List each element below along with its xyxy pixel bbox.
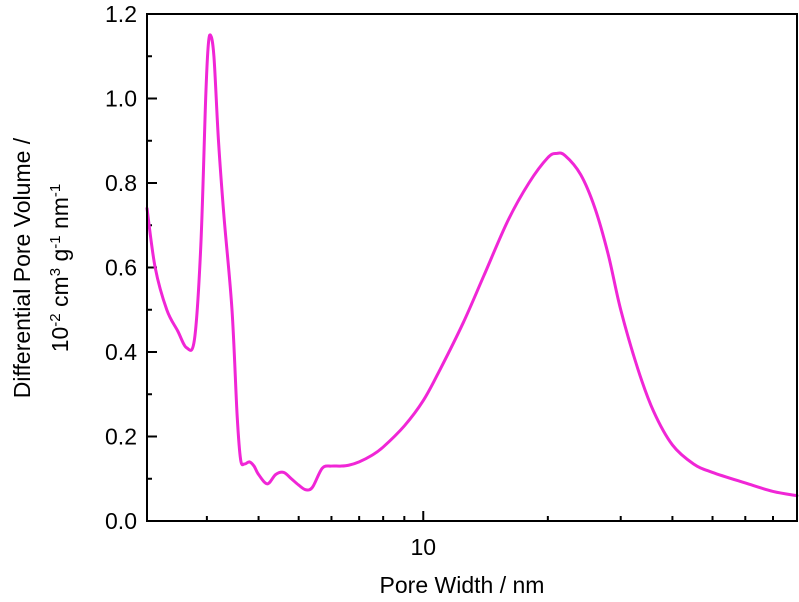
y-tick-label: 0.8 — [105, 170, 137, 196]
y-tick-label: 0.4 — [105, 339, 137, 365]
x-axis-title: Pore Width / nm — [380, 572, 545, 598]
x-tick-label: 10 — [410, 534, 436, 560]
plot-frame — [146, 13, 798, 522]
y-axis-title-superscript: -1 — [47, 184, 64, 197]
y-axis-title-superscript: 3 — [47, 268, 64, 276]
y-axis-title-superscript: -2 — [47, 313, 64, 326]
series-line-differential-pore-volume — [145, 33, 799, 498]
y-axis-title-text: cm — [47, 276, 73, 313]
y-tick-label: 0.2 — [105, 424, 137, 450]
y-axis-title-superscript: -1 — [47, 235, 64, 248]
y-tick-label: 0.6 — [105, 255, 137, 281]
y-axis-title-text: 10 — [47, 327, 73, 353]
y-axis-title-text: nm — [47, 197, 73, 235]
y-tick-label: 1.2 — [105, 1, 137, 27]
y-tick-label: 0.0 — [105, 508, 137, 534]
y-axis-title-text: g — [47, 249, 73, 268]
y-tick-label: 1.0 — [105, 86, 137, 112]
y-axis-title: Differential Pore Volume / 10-2 cm3 g-1 … — [9, 137, 73, 398]
ticks-layer — [147, 13, 775, 522]
labels-layer: 0.0 0.2 0.4 0.6 0.8 1.0 1.2 10 — [105, 1, 436, 560]
y-axis-title-line1: Differential Pore Volume / — [9, 137, 35, 398]
y-axis-title-line2: 10-2 cm3 g-1 nm-1 — [47, 184, 74, 353]
